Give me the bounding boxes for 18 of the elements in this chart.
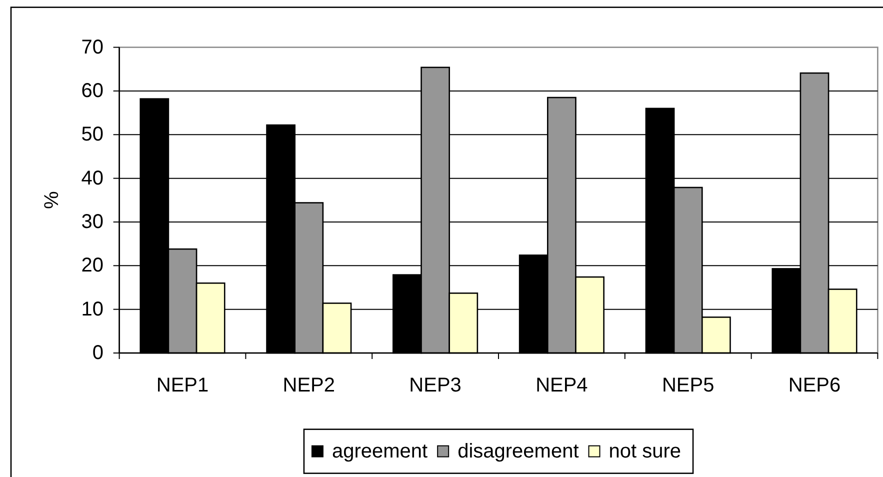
y-tick-label: 20 bbox=[81, 254, 104, 277]
x-tick-label: NEP2 bbox=[282, 374, 336, 396]
y-tick-label: 30 bbox=[81, 210, 104, 233]
x-tick-label: NEP3 bbox=[409, 374, 462, 396]
y-tick-label: 70 bbox=[81, 36, 104, 58]
x-tick-label: NEP5 bbox=[662, 374, 714, 396]
x-tick-label: NEP6 bbox=[788, 374, 841, 396]
x-tick-label: NEP1 bbox=[156, 374, 209, 396]
legend-label: not sure bbox=[608, 440, 682, 462]
y-axis-title: % bbox=[41, 191, 63, 210]
y-tick-label: 40 bbox=[81, 167, 104, 190]
legend-label: agreement bbox=[332, 440, 428, 462]
y-tick-label: 60 bbox=[81, 80, 104, 102]
x-tick-label: NEP4 bbox=[536, 374, 588, 396]
y-tick-label: 0 bbox=[92, 342, 104, 364]
y-tick-label: 50 bbox=[81, 124, 104, 146]
y-tick-label: 10 bbox=[81, 298, 104, 320]
legend-label: disagreement bbox=[458, 440, 580, 462]
